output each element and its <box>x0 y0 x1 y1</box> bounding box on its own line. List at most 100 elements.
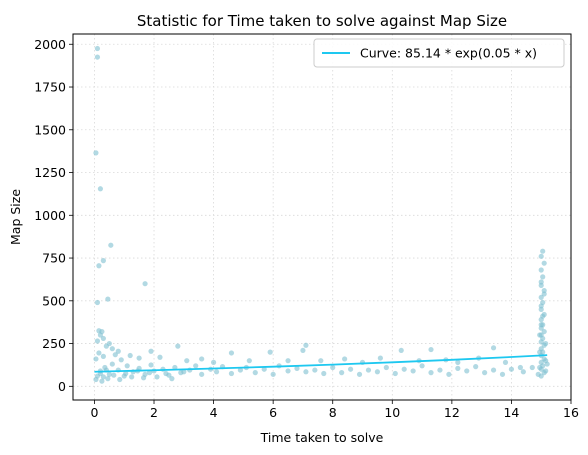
scatter-point <box>140 375 147 381</box>
scatter-point <box>285 368 291 374</box>
scatter-point <box>154 374 160 380</box>
scatter-point <box>374 369 380 375</box>
scatter-point <box>252 370 258 376</box>
scatter-point <box>228 370 235 377</box>
scatter-point <box>246 358 252 364</box>
scatter-point <box>339 370 345 376</box>
scatter-points <box>93 45 550 384</box>
y-tick-label: 750 <box>42 251 66 266</box>
scatter-point <box>193 363 199 369</box>
scatter-point <box>410 368 416 374</box>
x-tick-label: 0 <box>90 405 98 420</box>
scatter-point <box>105 296 111 302</box>
scatter-point <box>169 376 175 382</box>
scatter-point <box>261 366 267 372</box>
scatter-point <box>383 364 389 371</box>
x-tick-label: 2 <box>150 405 158 420</box>
y-tick-label: 1000 <box>34 208 66 223</box>
scatter-point <box>118 357 124 363</box>
scatter-point <box>543 368 549 374</box>
x-axis-ticks: 0 2 4 6 8 10 12 14 16 <box>90 400 579 420</box>
scatter-point <box>136 355 142 361</box>
scatter-point <box>318 358 324 364</box>
scatter-point <box>103 343 109 349</box>
scatter-point <box>342 356 348 362</box>
scatter-point <box>100 353 106 359</box>
scatter-point <box>540 313 546 319</box>
scatter-point <box>538 294 544 300</box>
x-tick-label: 16 <box>563 405 579 420</box>
y-tick-label: 250 <box>42 336 66 351</box>
scatter-point <box>428 370 434 376</box>
scatter-point <box>300 347 306 354</box>
scatter-point <box>455 359 461 365</box>
x-tick-label: 6 <box>269 405 277 420</box>
scatter-point <box>428 346 434 353</box>
scatter-point <box>93 356 99 362</box>
scatter-point <box>94 299 101 306</box>
x-axis-label: Time taken to solve <box>260 430 384 445</box>
scatter-point <box>464 368 470 374</box>
scatter-point <box>100 258 106 264</box>
scatter-point <box>157 354 163 360</box>
legend: Curve: 85.14 * exp(0.05 * x) <box>313 38 565 68</box>
scatter-point <box>96 263 102 269</box>
scatter-point <box>508 366 515 372</box>
scatter-point <box>184 358 190 364</box>
scatter-point <box>482 370 488 376</box>
scatter-point <box>538 253 544 259</box>
scatter-point <box>106 371 112 377</box>
y-tick-label: 1750 <box>34 80 66 95</box>
scatter-point <box>312 367 318 373</box>
scatter-point <box>163 370 169 377</box>
scatter-point <box>294 365 300 371</box>
scatter-point <box>303 342 309 348</box>
scatter-point <box>535 371 541 377</box>
scatter-point <box>99 378 105 384</box>
y-axis-ticks: 0 250 500 750 1000 1250 1500 1750 2000 <box>34 37 73 394</box>
scatter-point <box>96 350 102 356</box>
scatter-point <box>111 372 117 378</box>
scatter-point <box>142 281 148 287</box>
scatter-point <box>537 332 543 338</box>
scatter-point <box>94 54 101 60</box>
scatter-point <box>93 150 99 156</box>
scatter-point <box>112 352 118 358</box>
fit-curve-layer <box>94 354 548 373</box>
scatter-point <box>270 371 276 377</box>
scatter-point <box>237 367 243 373</box>
x-tick-label: 8 <box>329 405 337 420</box>
x-tick-label: 14 <box>503 405 519 420</box>
y-axis-label: Map Size <box>8 189 23 245</box>
scatter-point <box>303 369 309 375</box>
x-tick-label: 4 <box>210 405 218 420</box>
legend-box <box>313 38 565 68</box>
scatter-point <box>148 362 154 368</box>
scatter-point <box>124 363 130 369</box>
scatter-point <box>538 279 544 285</box>
scatter-point <box>93 376 99 383</box>
scatter-point <box>347 366 354 372</box>
scatter-point <box>175 343 181 349</box>
scatter-point <box>108 242 114 248</box>
scatter-point <box>199 371 205 377</box>
scatter-point <box>146 370 153 376</box>
scatter-point <box>392 370 398 377</box>
scatter-point <box>97 186 104 192</box>
fit-curve-line <box>94 354 548 373</box>
scatter-point <box>123 370 129 377</box>
scatter-point <box>520 369 526 375</box>
scatter-point <box>97 332 104 338</box>
scatter-point <box>490 345 497 351</box>
scatter-point <box>356 371 363 377</box>
scatter-point <box>94 45 101 52</box>
scatter-point <box>228 350 235 356</box>
y-tick-label: 2000 <box>34 37 66 52</box>
scatter-point <box>210 359 217 365</box>
scatter-point <box>213 369 220 375</box>
scatter-point <box>105 376 111 382</box>
legend-label: Curve: 85.14 * exp(0.05 * x) <box>360 46 537 61</box>
scatter-point <box>473 364 479 370</box>
plot-area-frame <box>72 33 572 401</box>
